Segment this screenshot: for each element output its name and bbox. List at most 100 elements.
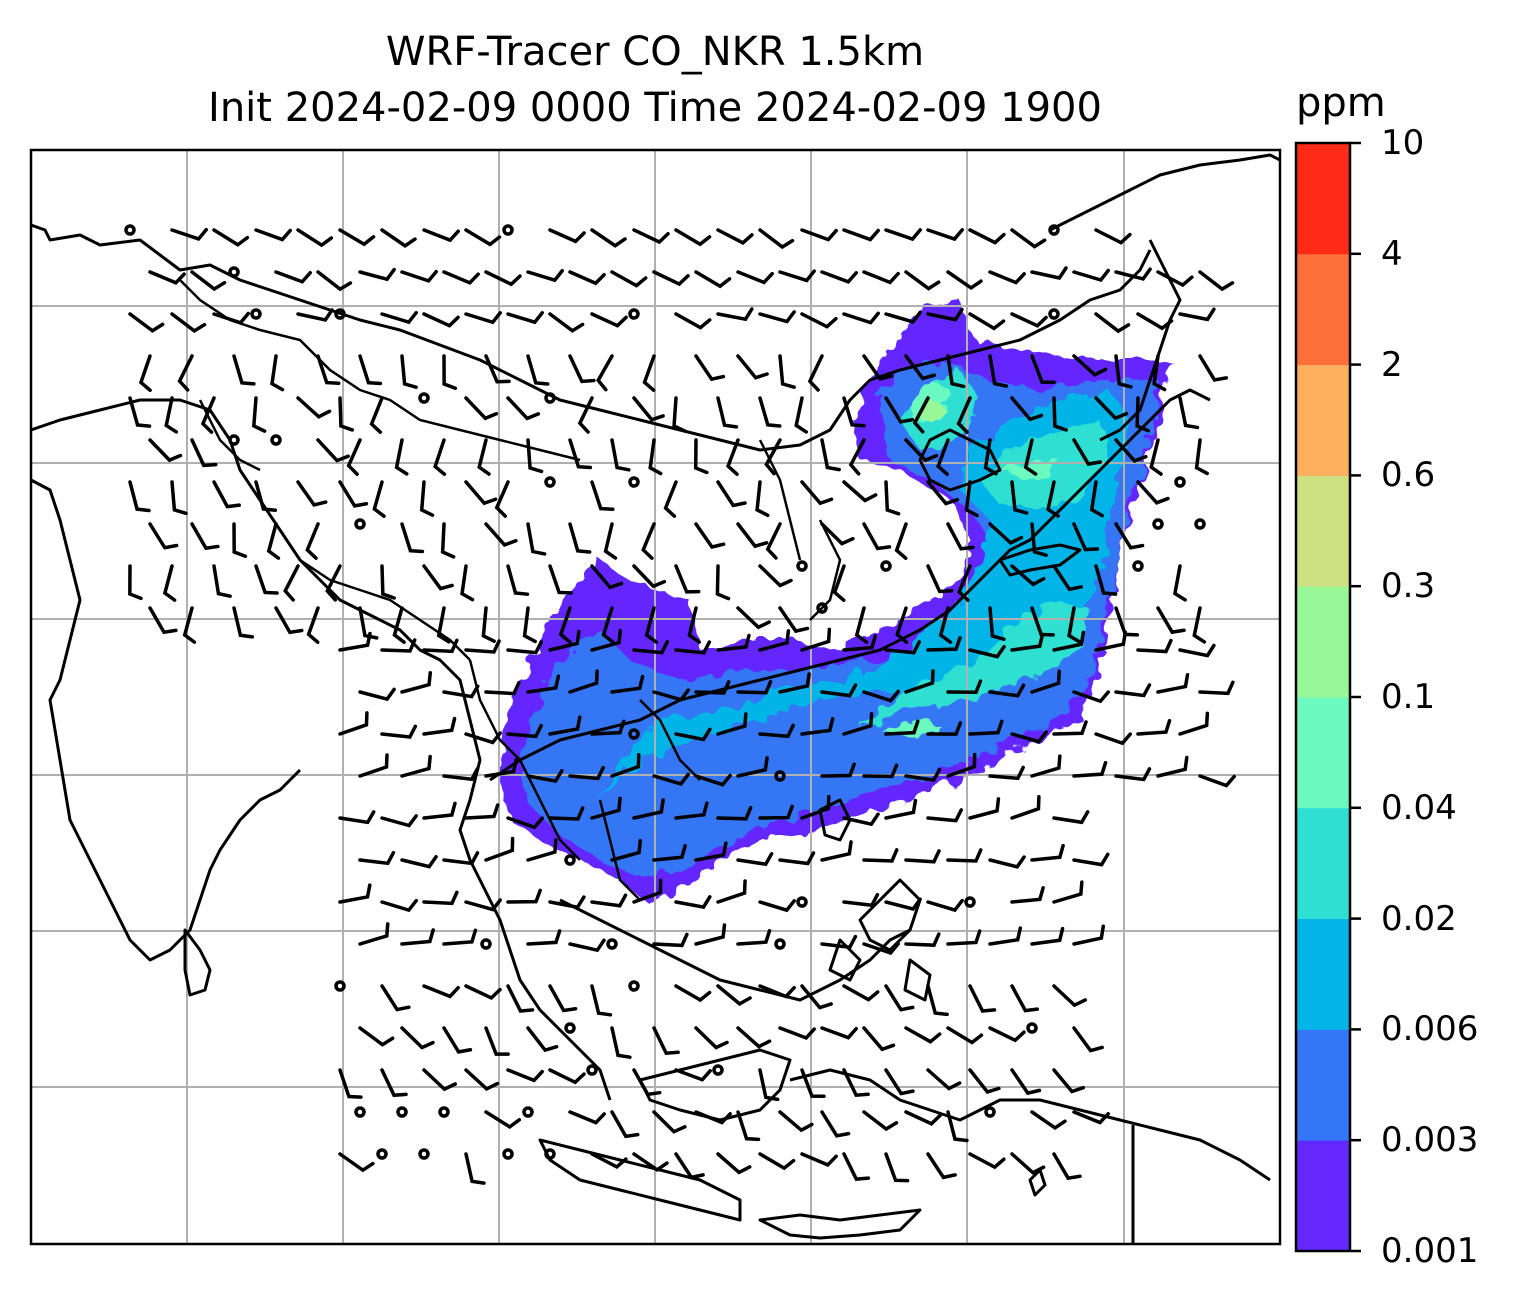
wind-barb bbox=[968, 1152, 1006, 1170]
wind-barb bbox=[632, 798, 665, 820]
wind-barb bbox=[148, 522, 179, 550]
wind-barb bbox=[400, 1026, 435, 1050]
wind-barb bbox=[716, 879, 747, 904]
wind-barb bbox=[506, 396, 541, 421]
wind-barb bbox=[369, 396, 384, 434]
wind-barb bbox=[274, 270, 312, 284]
wind-barb bbox=[464, 311, 502, 325]
wind-barb bbox=[674, 895, 712, 909]
colorbar-segment bbox=[1296, 475, 1350, 587]
wind-barb bbox=[148, 606, 178, 635]
wind-barb bbox=[296, 308, 334, 322]
wind-barb bbox=[464, 1068, 500, 1091]
wind-barb bbox=[674, 640, 712, 655]
wind-barb bbox=[1114, 522, 1145, 550]
wind-barb-calm bbox=[606, 938, 618, 950]
wind-barb bbox=[652, 1110, 687, 1134]
wind-barb bbox=[632, 1068, 662, 1097]
wind-barb bbox=[358, 606, 379, 640]
colorbar-tick-label: 0.006 bbox=[1381, 1009, 1479, 1050]
wind-barb bbox=[736, 522, 769, 549]
wind-barb bbox=[895, 606, 909, 644]
wind-barb bbox=[758, 899, 796, 913]
wind-barb bbox=[794, 396, 808, 434]
wind-barb bbox=[548, 984, 578, 1013]
wind-barb bbox=[938, 606, 953, 644]
wind-barb bbox=[862, 522, 892, 551]
wind-barb bbox=[632, 878, 663, 904]
wind-barb bbox=[380, 564, 396, 600]
wind-barb bbox=[1072, 354, 1108, 377]
wind-barb bbox=[325, 564, 342, 602]
wind-barb bbox=[926, 1152, 957, 1180]
wind-barb bbox=[464, 228, 502, 247]
wind-barb bbox=[884, 897, 922, 911]
wind-barb bbox=[1052, 984, 1087, 1008]
wind-barb bbox=[904, 1026, 942, 1044]
wind-barb bbox=[1030, 354, 1056, 384]
wind-barb bbox=[800, 228, 838, 242]
wind-barb bbox=[694, 680, 731, 695]
wind-barb bbox=[148, 270, 186, 285]
wind-barb bbox=[422, 716, 457, 736]
wind-barb bbox=[558, 606, 572, 644]
wind-barb bbox=[464, 803, 500, 820]
wind-barb bbox=[755, 480, 770, 518]
wind-barb bbox=[254, 564, 279, 595]
wind-barb bbox=[1114, 683, 1152, 698]
wind-barb bbox=[433, 438, 447, 476]
wind-barb bbox=[138, 354, 152, 392]
wind-barb bbox=[484, 354, 511, 384]
wind-barb bbox=[1178, 643, 1216, 658]
wind-barb bbox=[128, 564, 143, 601]
wind-barb bbox=[716, 984, 752, 1006]
wind-barb bbox=[884, 798, 918, 820]
wind-barb bbox=[484, 1110, 522, 1130]
coastlines bbox=[31, 153, 1280, 1244]
wind-barb bbox=[338, 711, 369, 736]
colorbar-tick-label: 0.1 bbox=[1381, 677, 1436, 717]
wind-barb bbox=[380, 638, 417, 653]
wind-barb bbox=[904, 1110, 942, 1126]
wind-barb bbox=[400, 522, 425, 554]
wind-barb bbox=[926, 228, 964, 242]
wind-barb bbox=[842, 712, 874, 736]
wind-barb bbox=[1114, 354, 1133, 389]
wind-barb bbox=[674, 228, 712, 247]
wind-barb-calm bbox=[628, 308, 640, 320]
wind-barb bbox=[1172, 564, 1187, 602]
wind-barb bbox=[464, 984, 502, 1001]
wind-barb bbox=[736, 1026, 772, 1049]
wind-barb bbox=[1010, 228, 1047, 249]
wind-barb bbox=[956, 396, 972, 434]
wind-barb-calm bbox=[1026, 1022, 1038, 1034]
wind-barb bbox=[464, 396, 499, 421]
wind-barb bbox=[842, 984, 880, 1002]
wind-barb bbox=[884, 1152, 910, 1183]
wind-barb bbox=[842, 634, 878, 652]
wind-barb bbox=[548, 629, 581, 652]
wind-barb bbox=[1010, 480, 1029, 515]
wind-barb-calm bbox=[1132, 560, 1144, 572]
wind-barb bbox=[212, 228, 250, 247]
wind-barb bbox=[254, 480, 278, 513]
wind-barb bbox=[283, 564, 300, 602]
wind-barbs bbox=[124, 224, 1236, 1185]
wind-barb bbox=[380, 898, 418, 913]
wind-barb-calm bbox=[480, 938, 492, 950]
wind-barb bbox=[694, 1110, 732, 1125]
wind-barb-calm bbox=[796, 560, 808, 572]
wind-barb bbox=[1156, 672, 1190, 694]
wind-barb bbox=[266, 522, 281, 560]
wind-barb bbox=[1136, 312, 1174, 331]
wind-barb bbox=[904, 354, 937, 381]
wind-barb bbox=[1094, 228, 1132, 245]
wind-barb bbox=[842, 480, 878, 503]
wind-barb-calm bbox=[354, 1106, 366, 1118]
wind-barb bbox=[358, 850, 396, 866]
wind-barb bbox=[1136, 480, 1170, 505]
wind-barb bbox=[296, 396, 332, 419]
wind-barb-calm bbox=[1152, 518, 1164, 530]
wind-barb-calm bbox=[418, 392, 430, 404]
wind-barb bbox=[1023, 438, 1038, 476]
